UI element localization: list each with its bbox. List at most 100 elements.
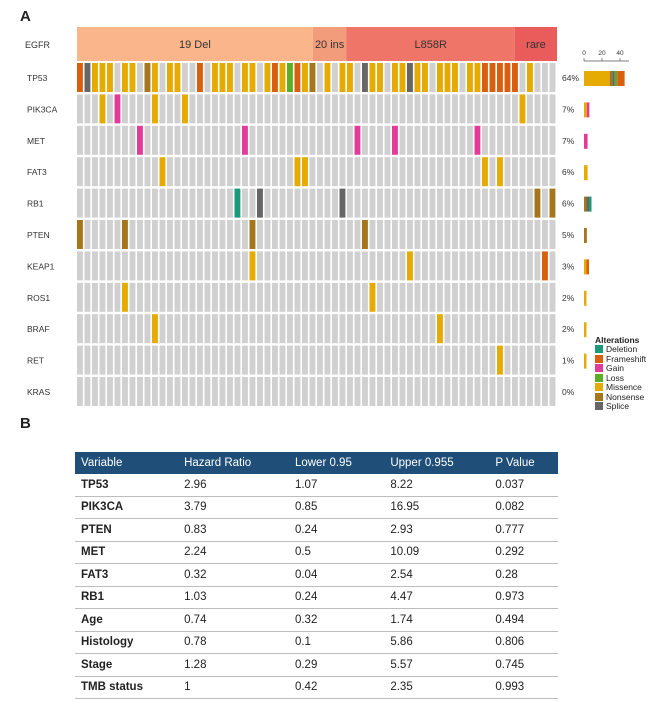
cell-PTEN <box>227 220 233 249</box>
cell-RB1-nonsense <box>534 188 541 218</box>
variable-cell: TP53 <box>75 474 179 497</box>
column-header: Hazard Ratio <box>178 452 289 474</box>
cell-BRAF <box>204 314 211 344</box>
cell-BRAF-missence <box>152 314 158 344</box>
cell-KRAS <box>189 377 196 406</box>
cell-KRAS <box>474 377 481 406</box>
cell-RET <box>482 345 488 375</box>
legend-item-gain: Gain <box>595 364 624 373</box>
cell-KRAS <box>302 377 308 406</box>
cell-ROS1 <box>534 282 541 312</box>
cell-RET <box>534 345 541 375</box>
cell-KRAS <box>279 377 286 406</box>
cell-KRAS <box>534 377 541 406</box>
cell-RB1 <box>197 188 203 218</box>
cell-KEAP1 <box>152 251 158 281</box>
legend-swatch <box>595 373 603 382</box>
cell-RET <box>444 345 451 375</box>
cell-KRAS <box>249 377 256 406</box>
cell-RB1 <box>272 188 278 218</box>
table-row: TMB status 1 0.42 2.35 0.993 <box>75 676 558 699</box>
cell-ROS1 <box>77 282 83 312</box>
cell-PTEN <box>92 220 98 249</box>
cell-RB1 <box>122 188 128 218</box>
cell-RET <box>212 345 218 375</box>
cell-BRAF <box>302 314 308 344</box>
cell-MET <box>407 125 413 155</box>
cell-KRAS <box>369 377 376 406</box>
cell-TP53-missence <box>227 63 233 92</box>
cell-FAT3 <box>137 157 143 187</box>
cell-PIK3CA <box>294 94 301 124</box>
cell-RET <box>377 345 383 375</box>
value-cell: 2.93 <box>384 518 490 542</box>
cell-BRAF <box>272 314 278 344</box>
cell-RB1 <box>137 188 143 218</box>
legend-title: Alterations <box>595 335 640 345</box>
value-cell: 0.806 <box>489 631 558 654</box>
cell-PIK3CA <box>92 94 98 124</box>
cell-KRAS <box>347 377 353 406</box>
cell-RB1 <box>414 188 421 218</box>
cell-PIK3CA <box>384 94 391 124</box>
side-bar-tp53-splice <box>612 71 615 86</box>
cell-PIK3CA <box>272 94 278 124</box>
cell-ROS1 <box>422 282 428 312</box>
cell-RET <box>459 345 466 375</box>
cell-ROS1 <box>317 282 323 312</box>
cell-RET <box>317 345 323 375</box>
cell-FAT3 <box>317 157 323 187</box>
cell-RET <box>77 345 83 375</box>
cell-ROS1 <box>114 282 121 312</box>
cell-MET <box>219 125 226 155</box>
cell-KEAP1 <box>347 251 353 281</box>
cell-RET <box>144 345 151 375</box>
cell-PIK3CA <box>414 94 421 124</box>
cell-RB1 <box>189 188 196 218</box>
side-bar-tp53-missence <box>584 71 610 86</box>
cell-TP53 <box>234 63 241 92</box>
value-cell: 5.57 <box>384 653 490 677</box>
cell-RET <box>407 345 413 375</box>
variable-cell: TMB status <box>75 676 179 699</box>
cell-KRAS <box>174 377 181 406</box>
cell-ROS1 <box>362 282 368 312</box>
cell-TP53-frameshift <box>504 63 511 92</box>
cell-RB1 <box>264 188 271 218</box>
cell-BRAF <box>482 314 488 344</box>
cell-PIK3CA <box>167 94 173 124</box>
cell-KRAS <box>332 377 338 406</box>
cell-RB1 <box>362 188 368 218</box>
cell-RET <box>332 345 338 375</box>
cell-MET <box>167 125 173 155</box>
cell-ROS1 <box>527 282 533 312</box>
cell-KRAS <box>197 377 203 406</box>
cell-ROS1 <box>129 282 136 312</box>
cell-FAT3 <box>474 157 481 187</box>
oncoprint-chart: 19 Del 20 ins L858R rare EGFR TP53 64% PIK3CA 7%… <box>25 27 629 407</box>
cell-RET <box>249 345 256 375</box>
cell-MET <box>497 125 503 155</box>
value-cell: 0.74 <box>178 608 289 632</box>
cell-PTEN <box>414 220 421 249</box>
cell-PIK3CA <box>534 94 541 124</box>
cell-BRAF <box>407 314 413 344</box>
gene-label-ros1: ROS1 <box>27 293 50 303</box>
cell-MET <box>444 125 451 155</box>
cell-BRAF <box>474 314 481 344</box>
cell-PIK3CA <box>399 94 406 124</box>
side-bar-pik3ca-missence <box>584 102 587 118</box>
cell-TP53-missence <box>527 63 533 92</box>
cell-PIK3CA <box>227 94 233 124</box>
cell-FAT3 <box>189 157 196 187</box>
cell-RET <box>114 345 121 375</box>
cell-KRAS <box>377 377 383 406</box>
cell-MET <box>489 125 496 155</box>
cell-FAT3 <box>422 157 428 187</box>
cell-PTEN <box>137 220 143 249</box>
legend-label: Nonsense <box>606 391 645 402</box>
cell-RB1 <box>407 188 413 218</box>
cell-MET <box>317 125 323 155</box>
cell-ROS1 <box>197 282 203 312</box>
cell-ROS1 <box>182 282 188 312</box>
